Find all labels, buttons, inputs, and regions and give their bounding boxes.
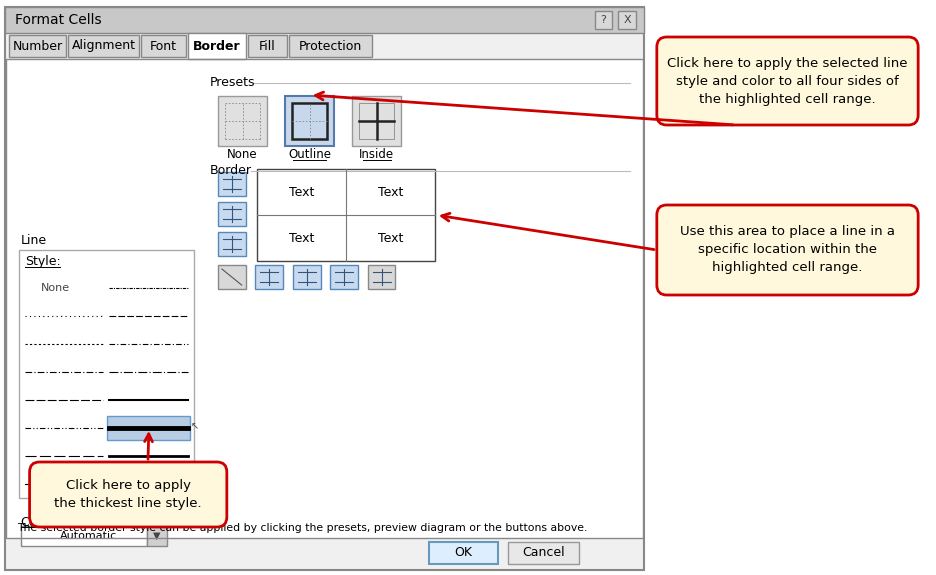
Text: None: None <box>227 148 257 162</box>
Text: Number: Number <box>12 40 63 52</box>
Bar <box>218 172 245 196</box>
Bar <box>21 526 147 546</box>
Text: Border: Border <box>193 40 241 52</box>
Bar <box>330 265 358 289</box>
Bar <box>285 96 334 146</box>
Text: Text: Text <box>377 186 402 198</box>
Text: Text: Text <box>289 232 314 244</box>
Text: Text: Text <box>377 232 402 244</box>
Bar <box>618 11 636 29</box>
Bar <box>288 35 372 57</box>
Bar <box>247 35 286 57</box>
Bar <box>429 542 498 564</box>
Text: Presets: Presets <box>210 76 256 90</box>
Bar <box>6 59 642 538</box>
Text: Inside: Inside <box>358 148 394 162</box>
Bar <box>188 33 245 59</box>
Bar <box>368 265 395 289</box>
Text: ↖: ↖ <box>190 421 198 431</box>
Text: Format Cells: Format Cells <box>15 13 101 27</box>
Text: Line: Line <box>21 233 47 247</box>
Text: ▼: ▼ <box>153 531 160 541</box>
Text: Outline: Outline <box>288 148 330 162</box>
Text: Fill: Fill <box>258 40 275 52</box>
Bar <box>141 35 186 57</box>
Text: ?: ? <box>600 15 606 25</box>
Text: Click here to apply
the thickest line style.: Click here to apply the thickest line st… <box>54 479 202 510</box>
Text: Style:: Style: <box>24 255 60 269</box>
Bar <box>257 169 434 261</box>
Bar <box>256 265 283 289</box>
Bar <box>8 35 66 57</box>
FancyBboxPatch shape <box>656 205 917 295</box>
Bar <box>358 103 394 139</box>
Bar <box>218 232 245 256</box>
Text: Text: Text <box>289 186 314 198</box>
Bar <box>5 7 643 33</box>
Text: Protection: Protection <box>299 40 361 52</box>
Bar <box>147 526 167 546</box>
Bar <box>218 202 245 226</box>
Text: Click here to apply the selected line
style and color to all four sides of
the h: Click here to apply the selected line st… <box>666 56 907 105</box>
Text: OK: OK <box>454 546 472 559</box>
Text: Border: Border <box>210 164 252 178</box>
Bar <box>292 103 327 139</box>
FancyBboxPatch shape <box>30 462 227 527</box>
Bar <box>6 59 642 538</box>
Text: The selected border style can be applied by clicking the presets, preview diagra: The selected border style can be applied… <box>17 523 587 533</box>
Text: Automatic: Automatic <box>60 531 117 541</box>
Text: Alignment: Alignment <box>71 40 136 52</box>
Bar <box>19 250 194 498</box>
Text: Font: Font <box>150 40 177 52</box>
Bar <box>108 416 190 440</box>
Text: Color:: Color: <box>21 516 57 528</box>
FancyBboxPatch shape <box>656 37 917 125</box>
Bar <box>218 96 267 146</box>
Bar <box>5 7 643 570</box>
Text: Use this area to place a line in a
specific location within the
highlighted cell: Use this area to place a line in a speci… <box>680 225 894 274</box>
Bar <box>218 265 245 289</box>
Bar <box>507 542 578 564</box>
Bar <box>594 11 612 29</box>
Bar <box>68 35 139 57</box>
Text: Cancel: Cancel <box>521 546 564 559</box>
Text: None: None <box>40 283 69 293</box>
Text: X: X <box>622 15 630 25</box>
Bar <box>352 96 401 146</box>
Bar <box>293 265 320 289</box>
